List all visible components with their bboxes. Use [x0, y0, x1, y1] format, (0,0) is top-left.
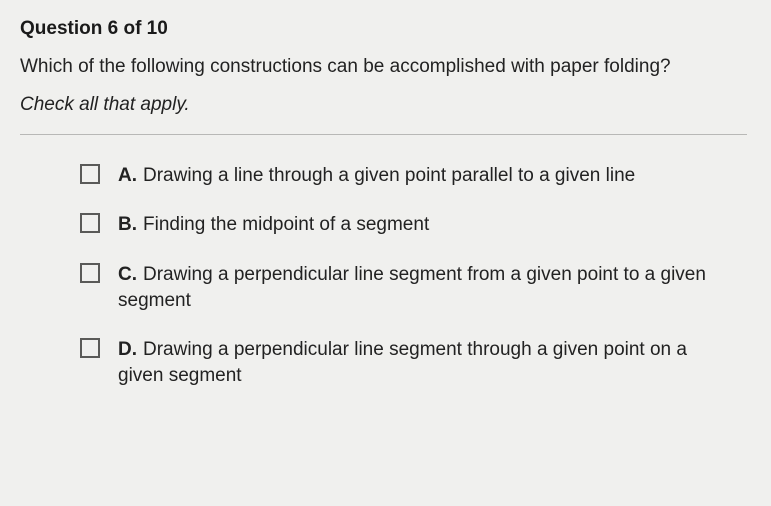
option-d-label: Drawing a perpendicular line segment thr… — [118, 339, 687, 386]
checkbox-c[interactable] — [80, 263, 100, 283]
option-b-letter: B. — [118, 214, 137, 235]
options-list: A. Drawing a line through a given point p… — [20, 163, 747, 389]
question-number-header: Question 6 of 10 — [20, 18, 747, 40]
option-d-letter: D. — [118, 339, 137, 360]
option-b-label: Finding the midpoint of a segment — [143, 214, 429, 235]
option-d-text: D.Drawing a perpendicular line segment t… — [118, 337, 737, 388]
option-d[interactable]: D.Drawing a perpendicular line segment t… — [80, 337, 737, 388]
question-instruction: Check all that apply. — [20, 94, 747, 116]
option-a[interactable]: A. Drawing a line through a given point p… — [80, 163, 737, 189]
option-c-label: Drawing a perpendicular line segment fro… — [118, 264, 706, 311]
checkbox-a[interactable] — [80, 164, 100, 184]
option-c-letter: C. — [118, 264, 137, 285]
option-c[interactable]: C.Drawing a perpendicular line segment f… — [80, 262, 737, 313]
question-prompt: Which of the following constructions can… — [20, 54, 747, 80]
option-b-text: B. Finding the midpoint of a segment — [118, 212, 429, 238]
option-a-label: Drawing a line through a given point par… — [143, 165, 635, 186]
divider-line — [20, 134, 747, 135]
checkbox-b[interactable] — [80, 213, 100, 233]
option-a-letter: A. — [118, 165, 137, 186]
option-b[interactable]: B. Finding the midpoint of a segment — [80, 212, 737, 238]
option-a-text: A. Drawing a line through a given point p… — [118, 163, 635, 189]
option-c-text: C.Drawing a perpendicular line segment f… — [118, 262, 737, 313]
checkbox-d[interactable] — [80, 338, 100, 358]
